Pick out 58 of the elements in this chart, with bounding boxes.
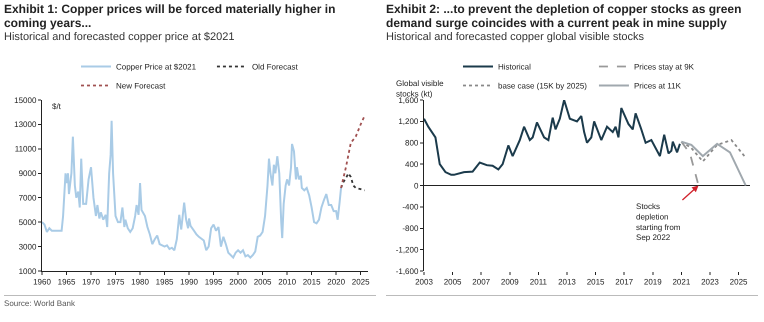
legend-label: base case (15K by 2025) [498,82,588,91]
x-tick-label: 2020 [327,278,346,287]
y-tick-label: 3000 [18,242,37,252]
x-tick-label: 1960 [33,278,52,287]
y-tick-label: 5000 [18,218,37,227]
y-tick-label: 1000 [18,266,37,276]
y-tick-label: 1,600 [398,96,419,105]
x-tick-label: 1970 [82,278,100,287]
y-tick-label: 0 [414,181,419,190]
x-tick-label: 2025 [730,278,748,287]
x-tick-label: 2013 [558,278,576,287]
x-tick-label: 2007 [472,278,491,287]
y-tick-label: 15000 [14,96,37,105]
x-tick-label: 2003 [415,278,434,287]
x-tick-label: 2005 [254,278,272,287]
x-tick-label: 2000 [229,278,248,287]
legend-label: Old Forecast [252,62,299,72]
x-tick-label: 2005 [444,278,462,287]
x-tick-label: 2017 [615,278,634,287]
chart-title: Exhibit 1: Copper prices will be forced materially higher in coming years... [4,2,336,30]
x-tick-label: 1985 [156,278,174,287]
x-tick-label: 2011 [530,278,548,287]
x-tick-label: 1980 [131,278,150,287]
y-tick-label: 11000 [14,144,37,154]
x-tick-label: 1990 [180,278,199,287]
y-tick-label: 800 [405,138,419,148]
legend-label: New Forecast [116,82,166,91]
chart-title: Exhibit 2: ...to prevent the depletion of copper stocks as green demand surge coincides with a current peak in mine supply [386,2,742,30]
annotation: Stocks depletion starting from Sep 2022 [636,202,681,242]
y-tick-label: 400 [405,160,419,169]
y-axis-title: $/t [52,102,62,111]
legend-label: Prices at 11K [634,82,682,91]
y-tick-label: -400 [402,202,419,212]
legend-label: Historical [498,62,532,72]
chart-subtitle: Historical and forecasted copper price at $2021 [4,31,236,44]
legend-label: Copper Price at $2021 [116,62,197,72]
y-tick-label: -1,600 [396,266,419,276]
chart-subtitle: Historical and forecasted copper global visible stocks [386,31,646,44]
legend-label: Prices stay at 9K [634,62,695,72]
x-tick-label: 2009 [500,278,520,287]
x-tick-label: 2025 [352,278,370,287]
y-tick-label: 1,200 [398,117,419,126]
y-tick-label: 13000 [14,120,37,130]
x-tick-label: 2015 [302,278,322,287]
y-axis-title: Global visible stocks (kt) [396,79,444,98]
x-tick-label: 2023 [701,278,720,287]
x-tick-label: 1995 [204,278,224,287]
x-tick-label: 2021 [672,278,691,287]
y-tick-label: -1,200 [396,245,419,254]
x-tick-label: 2015 [586,278,606,287]
y-tick-label: 9000 [18,169,37,178]
source-note: Source: World Bank [4,295,376,308]
y-tick-label: 7000 [18,194,37,203]
x-tick-label: 1975 [106,278,125,287]
x-tick-label: 1965 [58,278,76,287]
x-tick-label: 2010 [278,278,297,287]
x-tick-label: 2019 [644,278,662,287]
y-tick-label: -800 [402,224,419,234]
